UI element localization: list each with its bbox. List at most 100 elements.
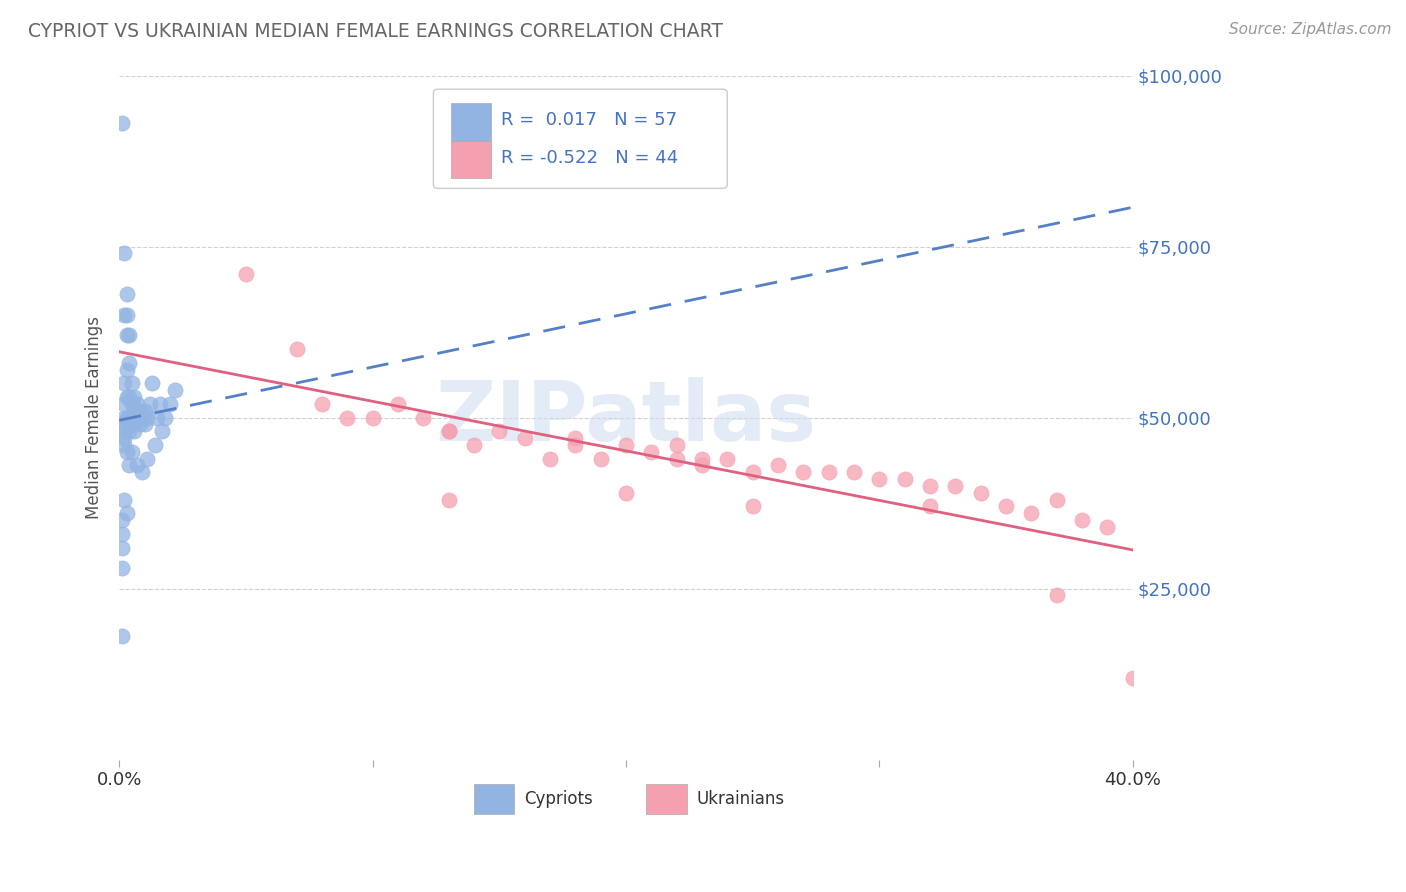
Point xyxy=(463,438,485,452)
Point xyxy=(111,630,134,644)
Point xyxy=(111,561,134,575)
Point xyxy=(121,417,143,432)
Point xyxy=(437,492,460,507)
Point xyxy=(690,451,713,466)
Point xyxy=(538,451,561,466)
Point xyxy=(118,390,141,404)
Point xyxy=(690,458,713,473)
Point xyxy=(124,424,146,438)
Point xyxy=(614,438,637,452)
Point xyxy=(994,500,1017,514)
Point xyxy=(141,376,163,391)
Point xyxy=(766,458,789,473)
Point xyxy=(153,410,176,425)
Y-axis label: Median Female Earnings: Median Female Earnings xyxy=(86,316,103,519)
Point xyxy=(111,513,134,527)
Point xyxy=(131,410,153,425)
Point xyxy=(128,403,150,417)
FancyBboxPatch shape xyxy=(450,103,491,141)
Point xyxy=(138,397,160,411)
Point xyxy=(1045,589,1067,603)
Point xyxy=(121,376,143,391)
Point xyxy=(115,308,138,322)
Point xyxy=(336,410,359,425)
Point xyxy=(387,397,409,411)
Point xyxy=(115,410,138,425)
Point xyxy=(112,492,135,507)
Point xyxy=(118,356,141,370)
Point xyxy=(118,458,141,473)
Point xyxy=(112,246,135,260)
Point xyxy=(128,417,150,432)
Point xyxy=(150,424,173,438)
Point xyxy=(115,287,138,301)
Point xyxy=(163,383,186,397)
Point xyxy=(311,397,333,411)
Text: R =  0.017   N = 57: R = 0.017 N = 57 xyxy=(502,111,678,129)
Point xyxy=(118,328,141,343)
Point xyxy=(918,500,941,514)
Point xyxy=(437,424,460,438)
Point xyxy=(111,541,134,555)
Point xyxy=(115,362,138,376)
Point xyxy=(118,410,141,425)
Point xyxy=(124,403,146,417)
Point xyxy=(112,424,135,438)
Text: ZIPatlas: ZIPatlas xyxy=(436,377,817,458)
Point xyxy=(159,397,181,411)
Point xyxy=(969,485,991,500)
FancyBboxPatch shape xyxy=(433,89,727,188)
Text: Ukrainians: Ukrainians xyxy=(697,790,785,808)
Point xyxy=(134,403,156,417)
Point xyxy=(112,376,135,391)
Point xyxy=(285,342,308,356)
Point xyxy=(112,417,135,432)
Point xyxy=(665,438,688,452)
Text: Source: ZipAtlas.com: Source: ZipAtlas.com xyxy=(1229,22,1392,37)
Point xyxy=(741,500,763,514)
Point xyxy=(868,472,890,486)
Point xyxy=(112,397,135,411)
Text: CYPRIOT VS UKRAINIAN MEDIAN FEMALE EARNINGS CORRELATION CHART: CYPRIOT VS UKRAINIAN MEDIAN FEMALE EARNI… xyxy=(28,22,723,41)
Text: Cypriots: Cypriots xyxy=(524,790,593,808)
Point xyxy=(134,417,156,432)
Point xyxy=(513,431,536,445)
Point xyxy=(149,397,172,411)
Point xyxy=(143,438,166,452)
Point xyxy=(235,267,257,281)
Point xyxy=(112,410,135,425)
Point xyxy=(112,308,135,322)
Point xyxy=(111,116,134,130)
Point xyxy=(564,431,586,445)
Point xyxy=(118,424,141,438)
Point xyxy=(1070,513,1092,527)
Point xyxy=(943,479,966,493)
FancyBboxPatch shape xyxy=(647,783,686,814)
Point xyxy=(1095,520,1118,534)
Point xyxy=(564,438,586,452)
Point xyxy=(121,397,143,411)
Point xyxy=(842,465,865,479)
Point xyxy=(640,444,662,458)
Point xyxy=(125,397,148,411)
Point xyxy=(614,485,637,500)
Point xyxy=(115,506,138,520)
Point xyxy=(112,431,135,445)
Point xyxy=(125,410,148,425)
Point xyxy=(412,410,434,425)
Point xyxy=(589,451,612,466)
Point xyxy=(437,424,460,438)
Point xyxy=(893,472,915,486)
Point xyxy=(1019,506,1042,520)
Point xyxy=(125,458,148,473)
Point xyxy=(817,465,839,479)
Point xyxy=(716,451,738,466)
FancyBboxPatch shape xyxy=(474,783,515,814)
Point xyxy=(918,479,941,493)
Point xyxy=(112,438,135,452)
Point xyxy=(115,390,138,404)
Point xyxy=(792,465,814,479)
Point xyxy=(124,390,146,404)
Point xyxy=(741,465,763,479)
Text: R = -0.522   N = 44: R = -0.522 N = 44 xyxy=(502,149,679,167)
